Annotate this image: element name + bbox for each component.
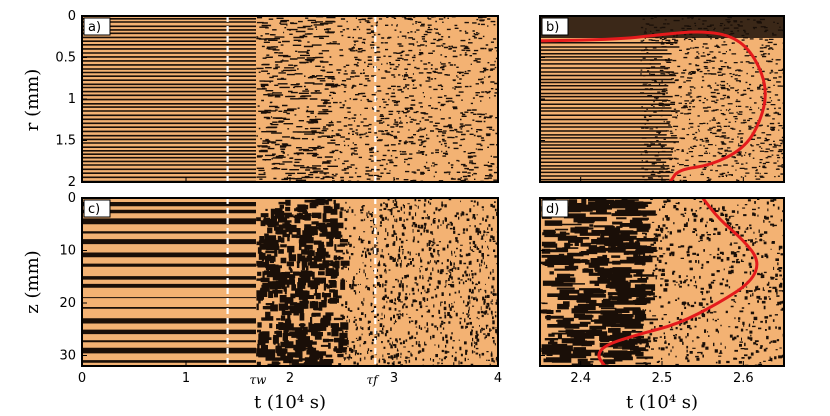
panel-label-b: b) (541, 17, 569, 36)
panel-label-a: a) (83, 17, 111, 36)
tau-f-label: τf (366, 373, 380, 387)
r-tick-label-0: 0 (68, 9, 76, 24)
z-tick-label-2: 20 (59, 296, 76, 311)
svg-text:b): b) (546, 20, 559, 35)
svg-text:a): a) (88, 20, 101, 35)
profile-curve-b (539, 30, 767, 183)
r-tick-label-4: 2 (68, 175, 76, 190)
heatmap-d (540, 198, 784, 366)
t-axis-label-left: t (10⁴ s) (254, 392, 326, 413)
heatmap-a (82, 16, 498, 182)
marker-lines (226, 16, 377, 366)
t-axis-label-right: t (10⁴ s) (626, 392, 698, 413)
tau-w-label: τw (250, 373, 268, 387)
z-tick-label-1: 10 (59, 244, 76, 259)
t-right-tick-label-0: 2.4 (570, 371, 591, 386)
z-axis-label: z (mm) (22, 250, 43, 313)
heatmap-c (82, 198, 498, 366)
t-tick-label-1: 1 (182, 371, 190, 386)
z-tick-label-0: 0 (68, 191, 76, 206)
r-axis-label: r (mm) (22, 69, 43, 132)
z-tick-label-3: 30 (59, 349, 76, 364)
r-tick-label-1: 0.5 (55, 51, 76, 66)
t-right-tick-label-2: 2.6 (733, 371, 754, 386)
svg-text:c): c) (88, 202, 100, 217)
t-tick-label-0: 0 (78, 371, 86, 386)
t-tick-label-3: 3 (390, 371, 398, 386)
svg-text:d): d) (546, 202, 559, 217)
t-tick-label-4: 4 (494, 371, 502, 386)
panel-label-c: c) (83, 199, 111, 218)
r-tick-label-3: 1.5 (55, 134, 76, 149)
r-tick-label-2: 1 (68, 92, 76, 107)
t-right-tick-label-1: 2.5 (652, 371, 673, 386)
panel-label-d: d) (541, 199, 569, 218)
profile-curve-d (597, 197, 759, 367)
profile-curves (539, 30, 767, 367)
t-tick-label-2: 2 (286, 371, 294, 386)
